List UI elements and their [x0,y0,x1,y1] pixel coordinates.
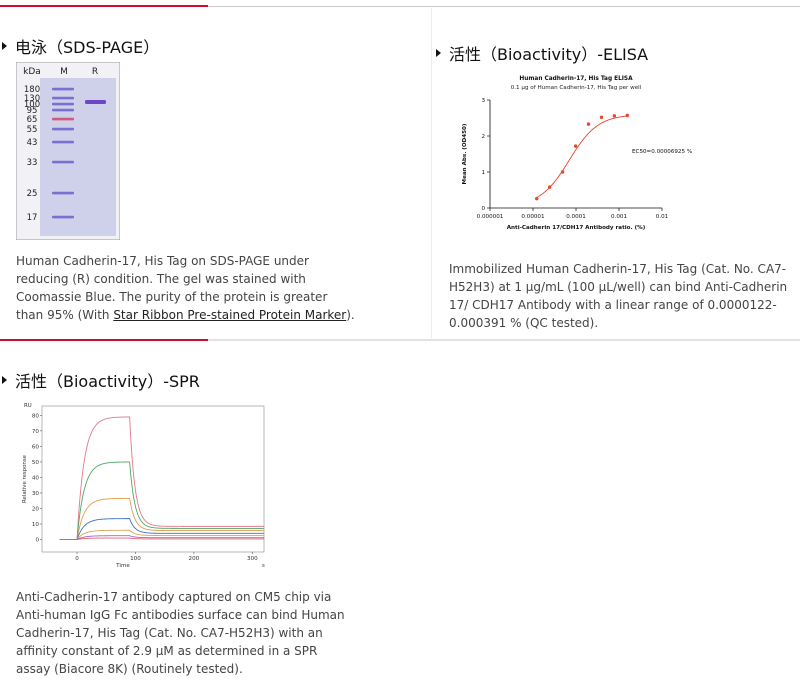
elisa-data-point [560,170,565,174]
bullet-icon [436,49,441,57]
gel-marker-label: 55 [27,125,38,135]
gel-marker-band [52,96,74,100]
spr-y-tick-label: 20 [32,507,40,513]
spr-y-tick-label: 60 [32,444,40,450]
spr-sensorgram-line [59,537,264,541]
elisa-y-label: Mean Abs. (OD450) [462,123,468,184]
bullet-icon [2,42,7,50]
gel-marker-band [52,127,74,131]
elisa-data-point [586,122,591,126]
elisa-y-tick-label: 2 [481,134,485,140]
gel-marker-band [52,108,74,112]
spr-y-tick-label: 40 [32,475,40,481]
spr-y-tick-label: 70 [32,429,40,435]
gel-marker-band [52,102,74,106]
elisa-title: 活性（Bioactivity）-ELISA [436,41,648,65]
spr-description: Anti-Cadherin-17 antibody captured on CM… [16,590,345,676]
gel-marker-label: 17 [27,213,38,223]
spr-y-tick-label: 10 [32,522,40,528]
gel-lane-m: M [60,67,68,77]
elisa-description: Immobilized Human Cadherin-17, His Tag (… [449,262,788,330]
marker-link[interactable]: Star Ribbon Pre-stained Protein Marker [113,308,347,322]
gel-sample-band [85,100,106,104]
elisa-fit-curve [536,115,628,198]
spr-sensorgram-line [59,461,264,541]
elisa-chart: Human Cadherin-17, His Tag ELISA 0.1 µg o… [462,76,692,231]
gel-kda-label: kDa [23,67,41,77]
gel-marker-band [52,160,74,164]
spr-y-label: Relative response [22,454,28,503]
gel-marker-label: 100 [24,100,40,110]
spr-y-tick-label: 50 [32,460,40,466]
gel-lane-r: R [92,67,98,77]
gel-marker-label: 95 [27,106,38,116]
gel-marker-band [52,140,74,144]
spr-plot-frame [41,405,265,553]
gel-marker-label: 65 [27,115,38,125]
gel-marker-label: 130 [24,94,40,104]
sds-description: Human Cadherin-17, His Tag on SDS-PAGE u… [16,254,355,322]
spr-y-tick-label: 80 [32,413,40,419]
gel-marker-label: 33 [27,158,38,168]
gel-marker-band [52,215,74,219]
spr-title: 活性（Bioactivity）-SPR [2,368,200,392]
elisa-x-tick-label: 0.00001 [521,214,545,220]
elisa-data-point [573,144,578,148]
spr-sensorgram-line [59,518,264,541]
elisa-chart-subtitle: 0.1 µg of Human Cadherin-17, His Tag per… [511,85,642,91]
spr-y-tick-label: 30 [32,491,40,497]
elisa-data-point [625,113,630,118]
spr-sensorgram-line [59,497,264,541]
spr-y-tick-label: 0 [35,538,39,544]
spr-sensorgram-line [59,529,264,541]
spr-x-tick-label: 100 [130,556,141,562]
spr-x-tick-label: 0 [75,556,79,562]
column-divider [431,8,432,338]
section-divider [0,339,800,341]
gel-marker-band [52,191,74,195]
elisa-data-point [547,185,552,189]
gel-marker-label: 180 [24,85,40,95]
elisa-data-point [599,115,604,119]
top-border [0,0,800,7]
elisa-x-label: Anti-Cadherin 17/CDH17 Antibody ratio. (… [507,225,646,231]
elisa-chart-title: Human Cadherin-17, His Tag ELISA [519,76,633,82]
spr-y-unit: RU [24,403,32,409]
spr-sensorgram-line [59,416,264,541]
gel-marker-label: 25 [27,189,38,199]
spr-x-tick-label: 200 [189,556,200,562]
spr-x-unit: s [262,563,265,569]
gel-marker-band [52,87,74,91]
spr-chart: 0 10 20 30 40 50 60 70 80 0 100 200 300 RU s Time Relati… [22,403,265,569]
elisa-ec50-annotation: EC50=0.00006925 % [632,149,692,155]
gel-marker-band [52,117,74,121]
spr-x-tick-label: 300 [247,556,258,562]
elisa-y-tick-label: 3 [481,98,485,104]
gel-marker-label: 43 [27,138,38,148]
bullet-icon [2,376,7,384]
elisa-x-tick-label: 0.01 [656,214,669,220]
sds-title: 电泳（SDS-PAGE） [2,34,159,58]
elisa-data-point [612,114,617,118]
elisa-x-tick-label: 0.0001 [566,214,586,220]
elisa-x-tick-label: 0.001 [611,214,627,220]
elisa-y-tick-label: 1 [481,170,485,176]
elisa-y-tick-label: 0 [481,206,485,212]
elisa-x-tick-label: 0.000001 [477,214,504,220]
spr-x-label: Time [115,563,130,569]
spr-sensorgram-line [59,535,264,541]
elisa-data-point [535,196,539,201]
